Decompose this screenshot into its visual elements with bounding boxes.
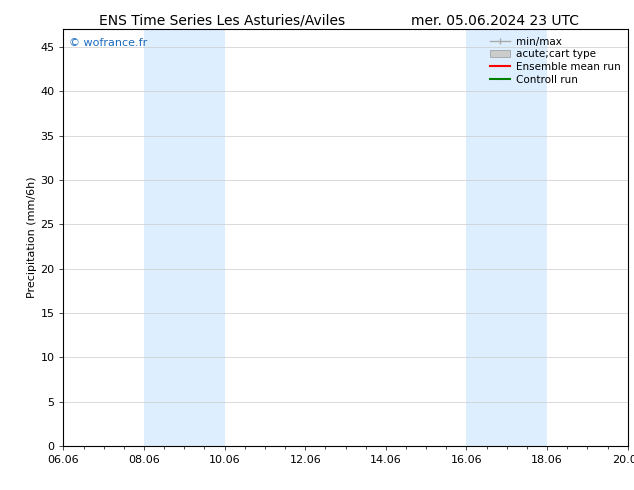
- Text: ENS Time Series Les Asturies/Aviles: ENS Time Series Les Asturies/Aviles: [99, 14, 345, 28]
- Text: © wofrance.fr: © wofrance.fr: [69, 38, 147, 48]
- Bar: [507, 29, 547, 446]
- Bar: [144, 29, 184, 446]
- Legend: min/max, acute;cart type, Ensemble mean run, Controll run: min/max, acute;cart type, Ensemble mean …: [488, 35, 623, 87]
- Text: mer. 05.06.2024 23 UTC: mer. 05.06.2024 23 UTC: [411, 14, 578, 28]
- Y-axis label: Precipitation (mm/6h): Precipitation (mm/6h): [27, 177, 37, 298]
- Bar: [467, 29, 507, 446]
- Bar: [184, 29, 224, 446]
